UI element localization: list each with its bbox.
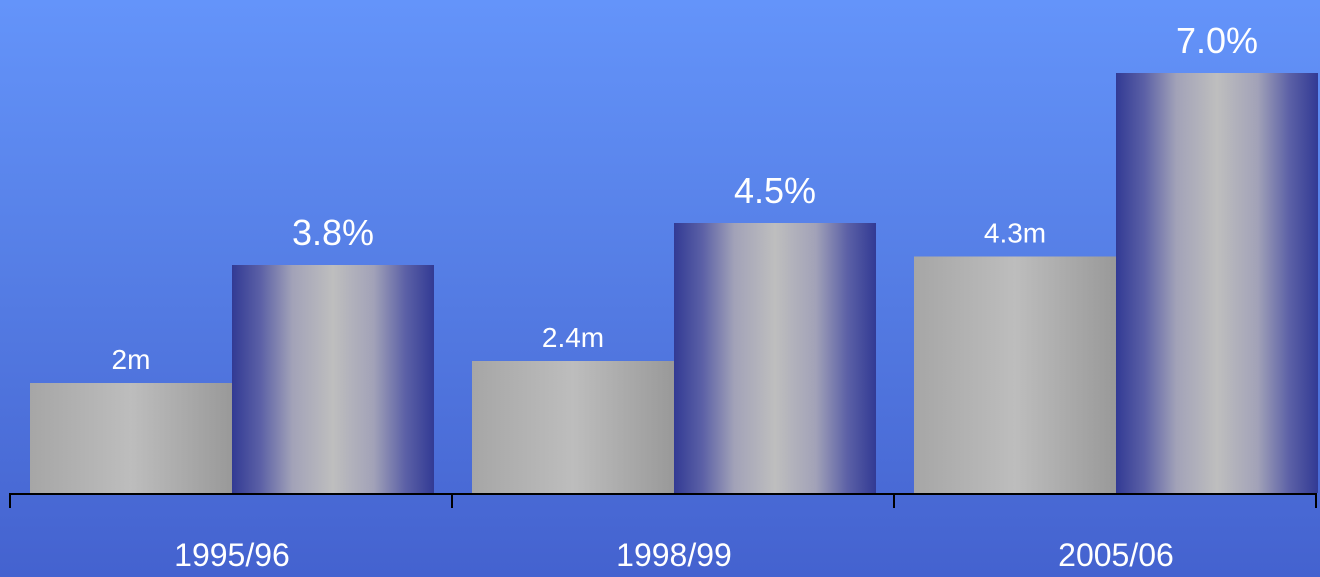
bar-millions-3 — [914, 256, 1116, 493]
data-label-millions-3: 4.3m — [984, 218, 1046, 249]
bar-percent-3 — [1116, 73, 1318, 493]
data-label-millions-2: 2.4m — [542, 322, 604, 353]
x-tick-label-2: 1998/99 — [616, 537, 732, 573]
bar-millions-1 — [30, 383, 232, 493]
value-labels-layer: 2m 3.8% 2.4m 4.5% 4.3m 7.0% — [112, 20, 1258, 375]
bar-percent-2 — [674, 223, 876, 493]
x-axis — [9, 493, 1317, 508]
bars-layer — [30, 73, 1318, 493]
bar-millions-2 — [472, 361, 674, 493]
data-label-millions-1: 2m — [112, 344, 151, 375]
data-label-percent-1: 3.8% — [292, 212, 374, 253]
x-tick-label-3: 2005/06 — [1058, 537, 1174, 573]
x-tick-label-1: 1995/96 — [174, 537, 290, 573]
data-label-percent-2: 4.5% — [734, 170, 816, 211]
data-label-percent-3: 7.0% — [1176, 20, 1258, 61]
category-labels-layer: 1995/96 1998/99 2005/06 — [174, 537, 1174, 573]
bar-percent-1 — [232, 265, 434, 493]
